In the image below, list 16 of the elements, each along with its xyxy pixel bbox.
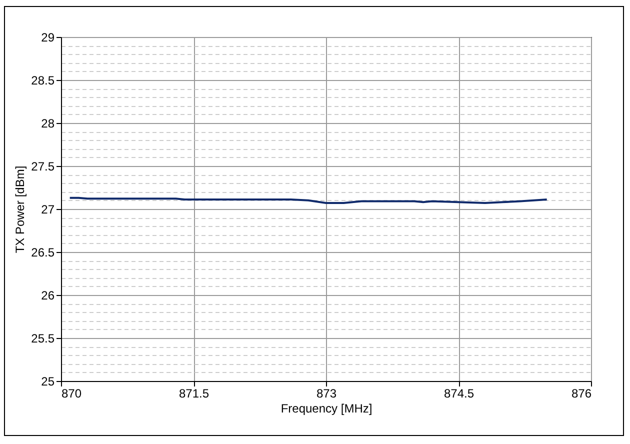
x-tick-label: 873 <box>316 386 337 400</box>
x-tick-label: 871.5 <box>178 386 210 400</box>
y-tick-label: 29 <box>41 30 55 44</box>
x-axis-title: Frequency [MHz] <box>280 402 372 416</box>
y-tick-label: 27.5 <box>31 160 55 174</box>
y-tick-label: 27 <box>41 202 55 216</box>
y-tick-label: 26 <box>41 288 55 302</box>
y-tick-label: 25.5 <box>31 332 55 346</box>
y-tick-label: 26.5 <box>31 246 55 260</box>
y-tick-label: 25 <box>41 374 55 388</box>
y-tick-label: 28.5 <box>31 74 55 88</box>
x-tick-label: 870 <box>62 386 82 400</box>
y-axis-title: TX Power [dBm] <box>13 166 28 254</box>
x-tick-label: 876 <box>571 386 592 400</box>
y-tick-label: 28 <box>41 116 55 130</box>
x-tick-label: 874.5 <box>444 386 474 400</box>
